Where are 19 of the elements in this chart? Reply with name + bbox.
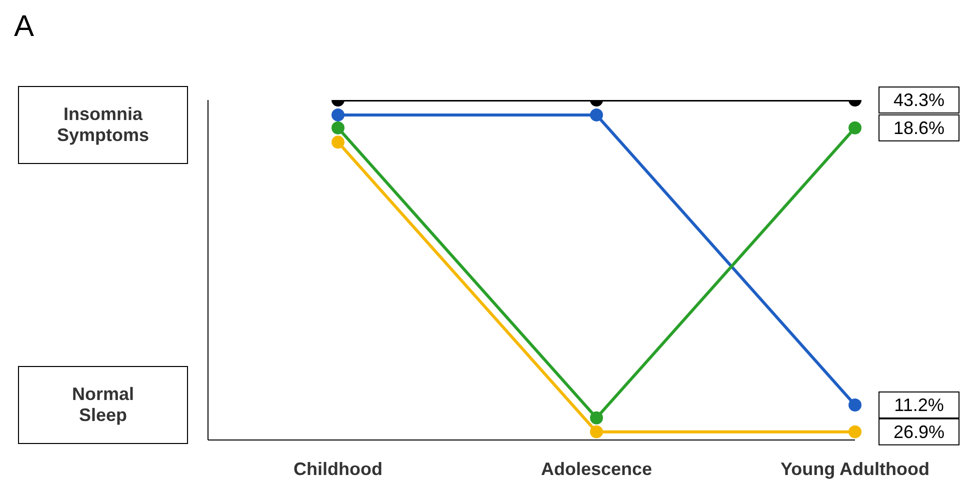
annotation: 11.2% <box>894 394 944 415</box>
point <box>332 108 344 122</box>
point <box>590 411 603 424</box>
annotation: 26.9% <box>893 422 945 442</box>
x-tick-label: Childhood <box>294 458 382 479</box>
point <box>848 398 862 412</box>
point <box>848 121 862 134</box>
x-tick-label: Young Adulthood <box>780 458 930 479</box>
point <box>332 136 344 149</box>
point <box>590 425 603 438</box>
chart-title: A <box>14 10 34 44</box>
point <box>590 108 603 122</box>
text: Normal Sleep <box>18 366 188 444</box>
point <box>332 121 344 134</box>
annotation: 43.3% <box>893 90 945 110</box>
annotation: 18.6% <box>893 118 945 138</box>
point <box>848 425 862 438</box>
text: Insomnia Symptoms <box>18 86 188 164</box>
x-tick-label: Adolescence <box>540 458 652 479</box>
